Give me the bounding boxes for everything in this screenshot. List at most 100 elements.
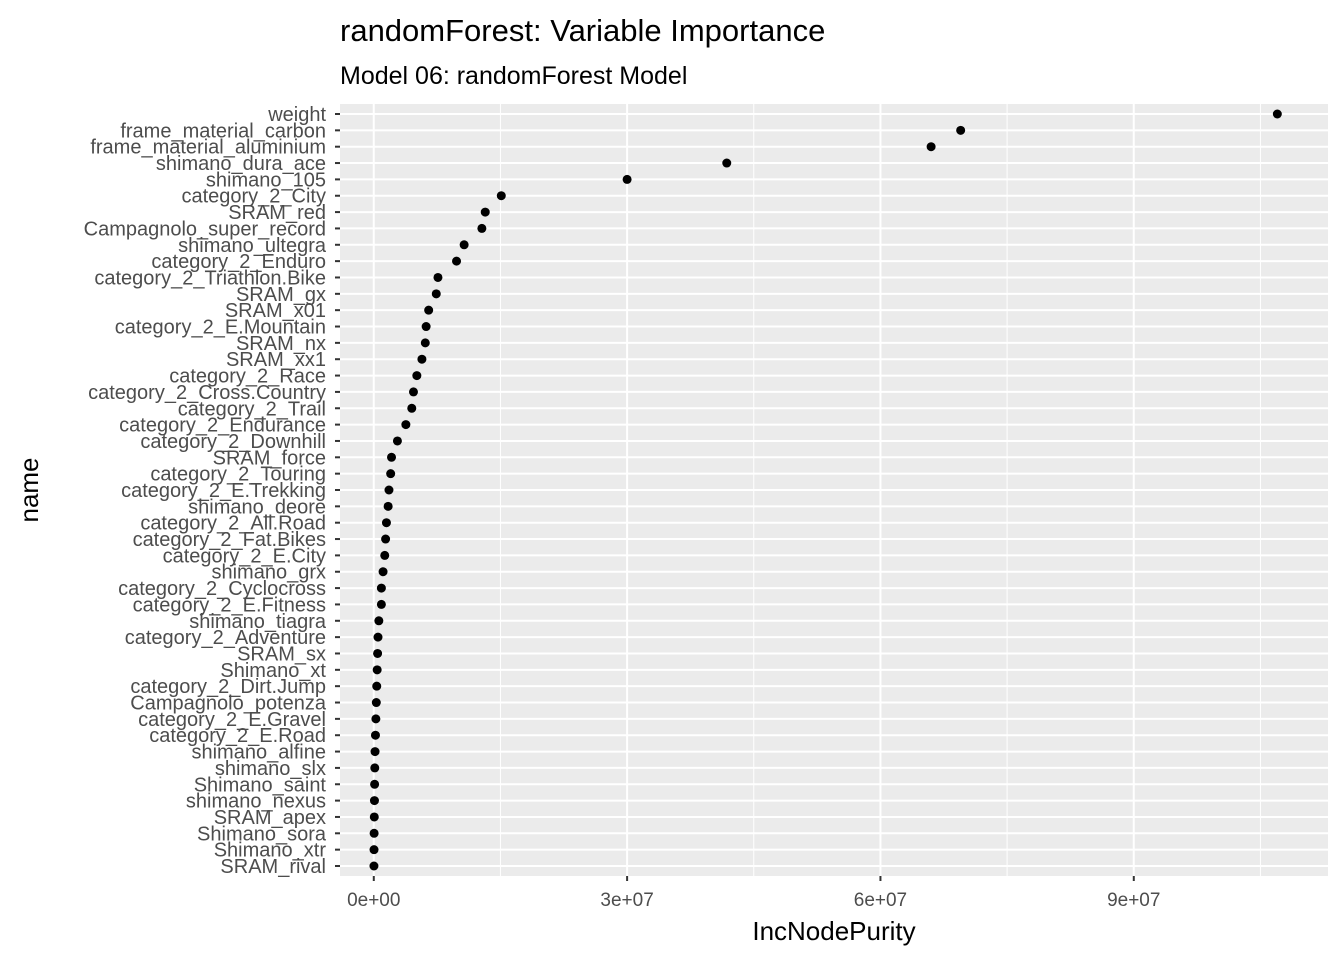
y-tick-label: frame_material_aluminium <box>90 137 326 159</box>
x-tick-label: 0e+00 <box>347 890 400 911</box>
x-axis-title: IncNodePurity <box>752 916 915 946</box>
x-tick-label: 9e+07 <box>1107 890 1160 911</box>
y-tick-label: category_2_E.Mountain <box>115 317 326 339</box>
data-point <box>369 828 379 838</box>
y-tick-label: category_2_Touring <box>150 464 326 486</box>
y-tick-label: category_2_Adventure <box>125 627 326 649</box>
y-axis-title: name <box>14 457 44 522</box>
data-point <box>459 240 469 250</box>
data-point <box>926 142 936 152</box>
y-tick-label: category_2_Fat.Bikes <box>133 529 326 551</box>
data-point <box>417 354 427 364</box>
data-point <box>376 583 386 593</box>
data-point <box>452 256 462 266</box>
x-axis-ticks: 0e+00 3e+07 6e+07 9e+07 <box>347 876 1160 911</box>
x-tick-label: 6e+07 <box>854 890 907 911</box>
y-tick-label: category_2_Endurance <box>119 415 326 437</box>
y-tick-label: Shimano_xt <box>220 660 326 682</box>
data-point <box>369 812 379 822</box>
data-point <box>371 714 381 724</box>
y-tick-label: category_2_Triathlon.Bike <box>94 267 326 289</box>
data-points <box>369 109 1282 871</box>
chart-subtitle: Model 06: randomForest Model <box>340 62 687 90</box>
y-tick-label: category_2_E.Gravel <box>138 709 326 731</box>
y-tick-label: SRAM_xx1 <box>226 349 326 371</box>
y-tick-label: frame_material_carbon <box>120 120 326 142</box>
y-tick-label: SRAM_nx <box>236 333 326 355</box>
data-point <box>373 648 383 658</box>
data-point <box>371 698 381 708</box>
y-tick-label: shimano_tiagra <box>189 611 327 633</box>
data-point <box>370 747 380 757</box>
y-tick-label: Shimano_xtr <box>214 840 327 862</box>
data-point <box>408 387 418 397</box>
data-point <box>433 272 443 282</box>
y-tick-label: SRAM_x01 <box>225 300 326 322</box>
y-tick-label: shimano_slx <box>215 758 326 780</box>
y-tick-label: category_2_E.City <box>163 545 326 567</box>
data-point <box>496 191 506 201</box>
data-point <box>369 845 379 855</box>
y-tick-label: category_2_Cross.Country <box>88 382 326 404</box>
data-point <box>384 485 394 495</box>
data-point <box>392 436 402 446</box>
data-point <box>381 534 391 544</box>
data-point <box>412 371 422 381</box>
data-point <box>401 420 411 430</box>
y-tick-label: category_2_Downhill <box>140 431 326 453</box>
y-tick-label: SRAM_sx <box>237 643 326 665</box>
data-point <box>369 861 379 871</box>
y-tick-label: shimano_grx <box>211 562 326 584</box>
y-tick-label: shimano_alfine <box>191 742 326 764</box>
y-tick-label: category_2_Trail <box>178 398 326 420</box>
data-point <box>420 338 430 348</box>
y-tick-label: Campagnolo_super_record <box>84 218 326 240</box>
y-tick-label: category_2_Enduro <box>151 251 326 273</box>
y-tick-label: category_2_E.Fitness <box>133 594 326 616</box>
y-tick-label: Campagnolo_potenza <box>130 693 327 715</box>
y-tick-label: shimano_105 <box>206 169 326 191</box>
data-point <box>373 632 383 642</box>
y-tick-label: category_2_E.Road <box>149 725 326 747</box>
data-point <box>421 322 431 332</box>
data-point <box>374 616 384 626</box>
data-point <box>369 796 379 806</box>
data-point <box>424 305 434 315</box>
data-point <box>407 403 417 413</box>
data-point <box>372 681 382 691</box>
y-tick-label: category_2_Cyclocross <box>118 578 326 600</box>
data-point <box>386 469 396 479</box>
y-tick-label: weight <box>267 104 326 126</box>
y-tick-label: SRAM_force <box>213 447 326 469</box>
data-point <box>431 289 441 299</box>
y-tick-label: SRAM_red <box>228 202 326 224</box>
data-point <box>378 567 388 577</box>
y-tick-label: SRAM_gx <box>236 284 326 306</box>
data-point <box>477 223 487 233</box>
y-tick-label: category_2_Race <box>169 366 326 388</box>
data-point <box>370 779 380 789</box>
data-point <box>480 207 490 217</box>
x-tick-label: 3e+07 <box>600 890 653 911</box>
data-point <box>380 550 390 560</box>
data-point <box>722 158 732 168</box>
y-tick-label: shimano_deore <box>188 496 326 518</box>
y-tick-label: shimano_dura_ace <box>156 153 326 175</box>
y-tick-label: category_2_Dirt.Jump <box>130 676 326 698</box>
y-tick-label: category_2_City <box>181 186 326 208</box>
data-point <box>370 730 380 740</box>
data-point <box>387 452 397 462</box>
chart-title: randomForest: Variable Importance <box>340 13 825 48</box>
y-tick-label: category_2_E.Trekking <box>121 480 326 502</box>
data-point <box>372 665 382 675</box>
y-tick-label: category_2_All.Road <box>140 513 326 535</box>
data-point <box>376 599 386 609</box>
data-point <box>370 763 380 773</box>
y-tick-label: Shimano_sora <box>197 823 327 845</box>
data-point <box>383 501 393 511</box>
y-tick-label: SRAM_rival <box>220 856 326 878</box>
y-tick-label: shimano_ultegra <box>178 235 327 257</box>
y-axis-ticks: weightframe_material_carbonframe_materia… <box>84 104 340 878</box>
data-point <box>956 125 966 135</box>
